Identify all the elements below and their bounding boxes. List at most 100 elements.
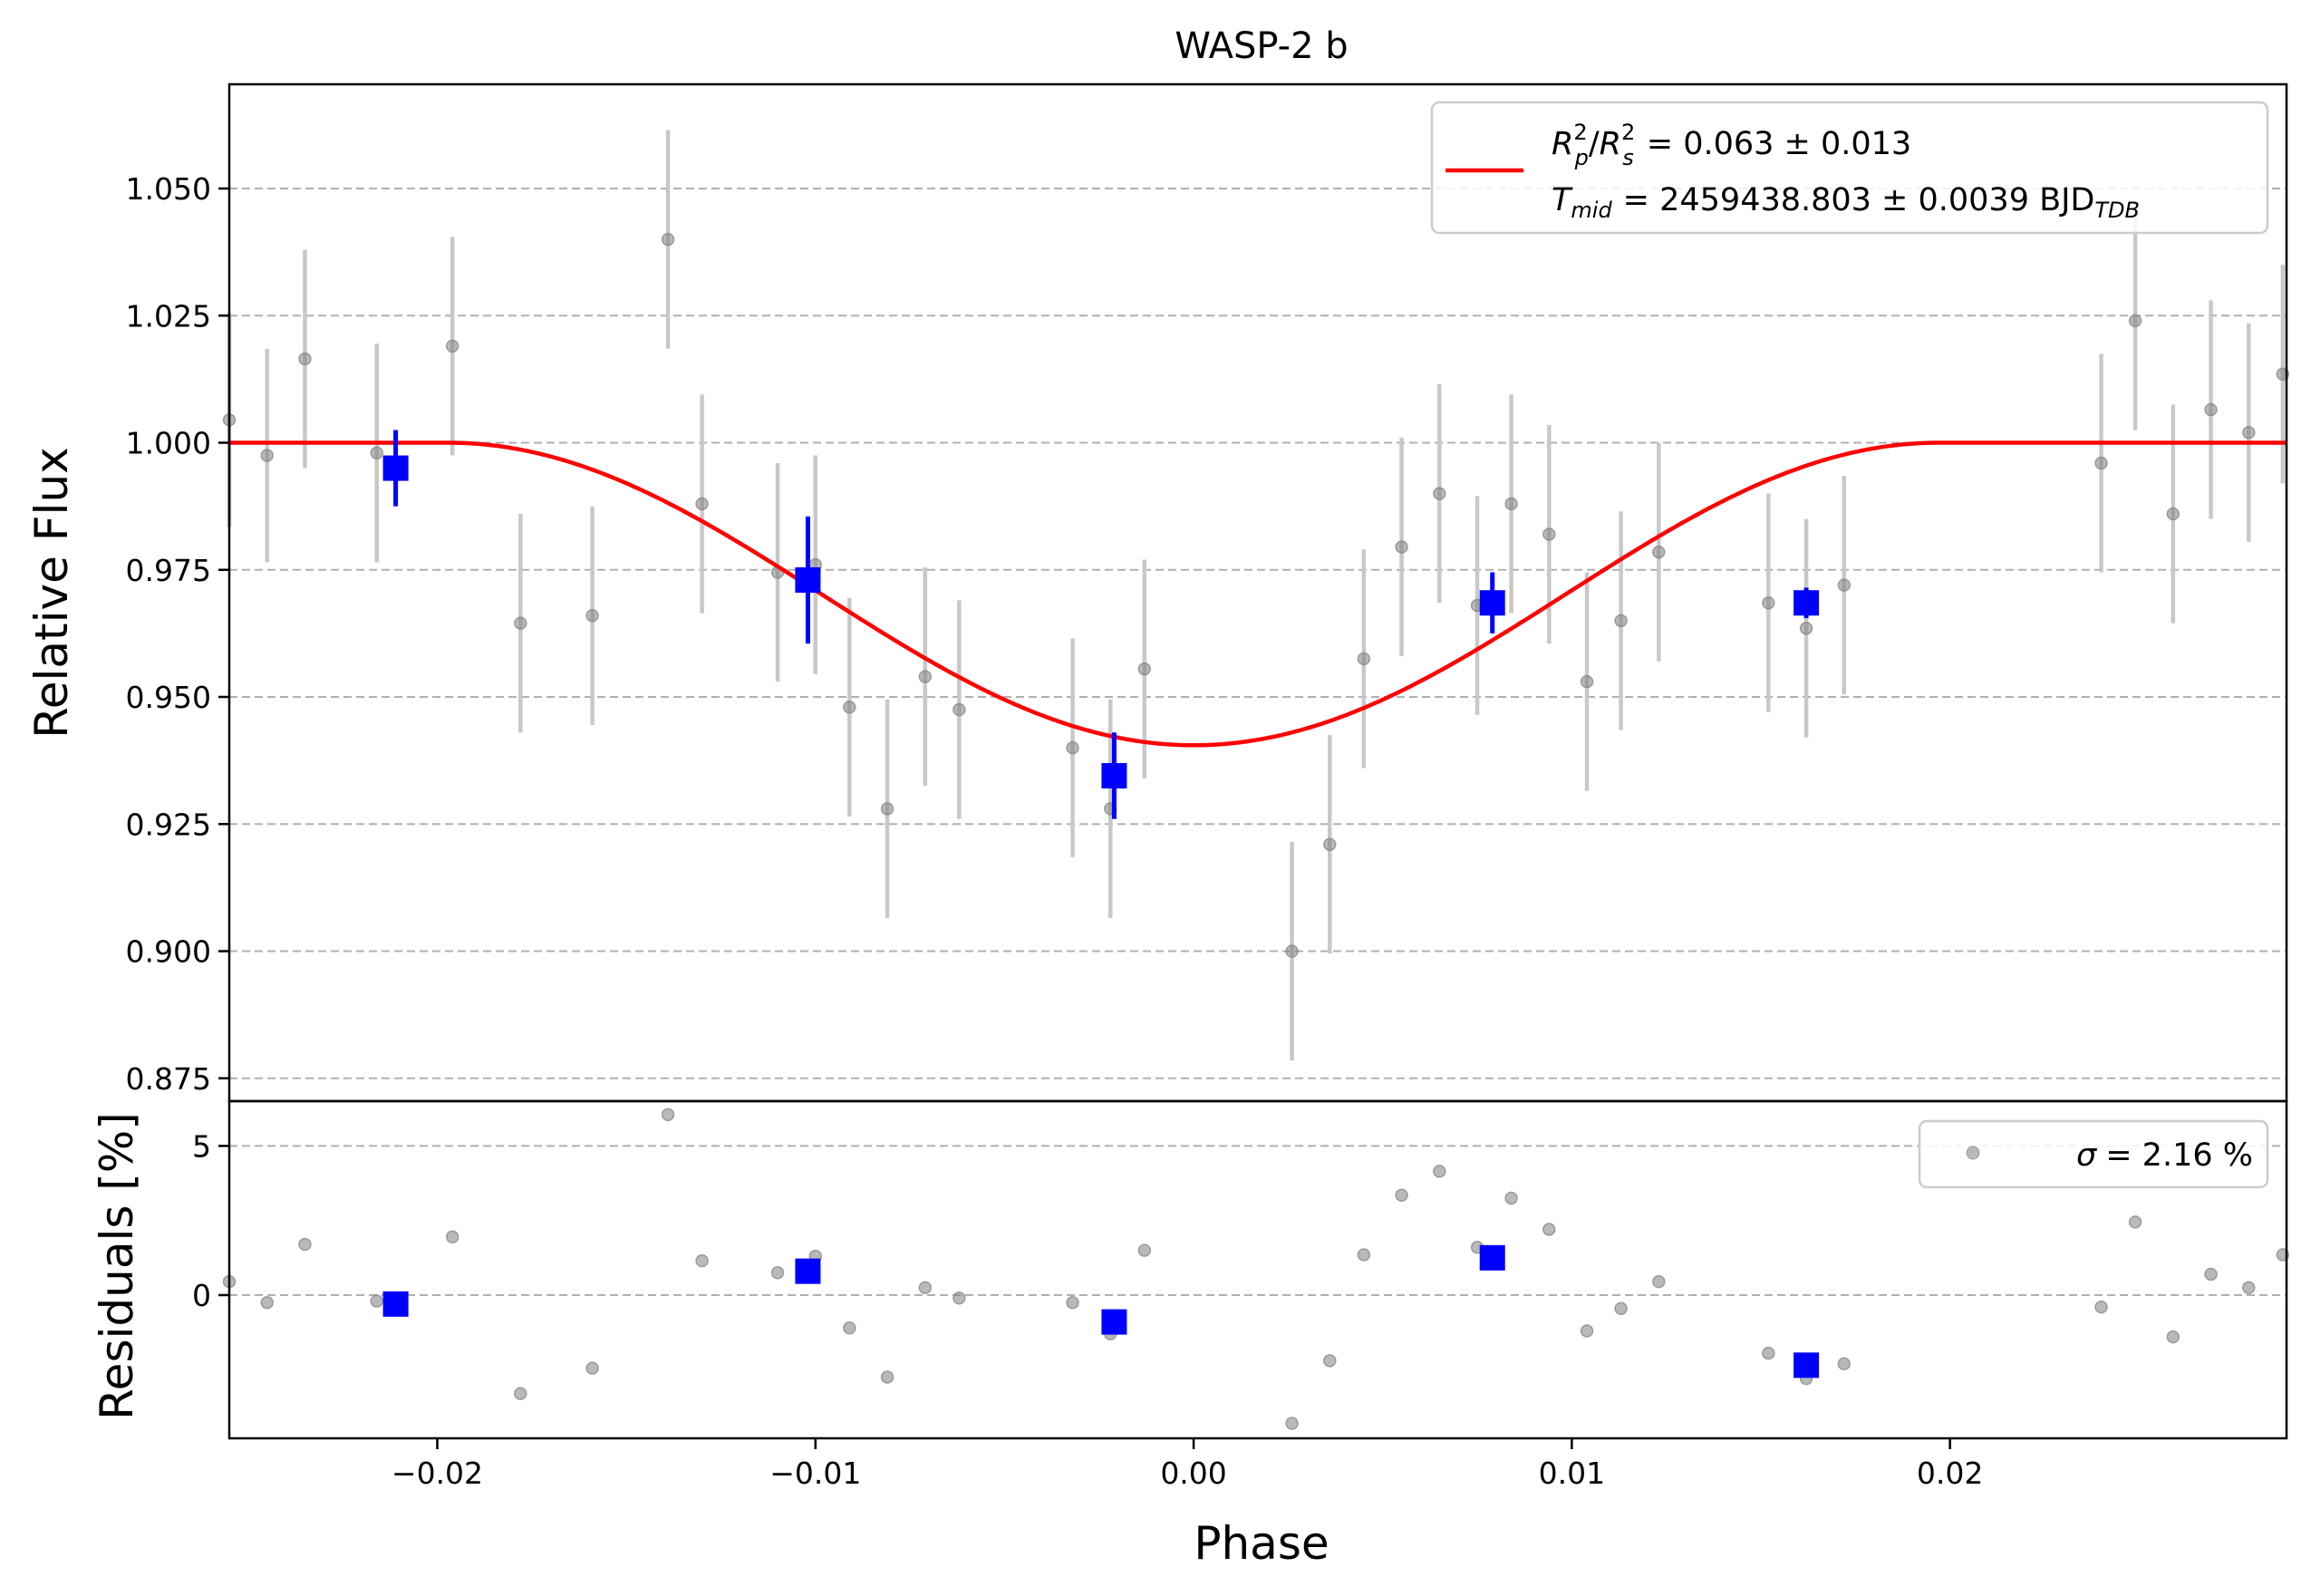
residual-point [1504,1191,1518,1205]
raw-data-point [1542,527,1556,541]
x-axis-ticks: −0.02 −0.01 0.00 0.01 0.02 [392,1438,1983,1491]
legend-tmid-entry: Tmid = 2459438.803 ± 0.0039 BJDTDB [1552,182,2140,223]
top-y-tick-label: 0.950 [126,680,211,715]
top-legend: R2 p/R2 s = 0.063 ± 0.013 Tmid = 2459438.803… [1430,101,2269,235]
raw-data-point [1357,652,1371,666]
binned-data-point [1479,590,1505,616]
top-y-tick-label: 0.900 [126,934,211,970]
raw-data-point [2128,314,2142,328]
transit-model-curve [229,440,2287,748]
top-binned-points [382,430,1820,819]
raw-data-point [514,616,527,630]
raw-data-point [260,449,274,462]
binned-residual-point [1479,1244,1505,1271]
bottom-legend-box [1918,1119,2269,1189]
raw-data-point [2166,507,2180,521]
chart-title: WASP-2 b [1175,25,1348,67]
top-y-axis-ticks: 0.875 0.900 0.925 0.950 0.975 1.000 1.025 1.050 [126,171,229,1097]
residual-point [918,1281,933,1295]
raw-data-point [1762,595,1775,610]
residual-point [1395,1188,1408,1202]
residual-point [952,1291,966,1305]
top-y-tick-label: 1.025 [126,298,211,334]
residual-raw-points [222,1108,2290,1430]
residual-point [1837,1357,1852,1370]
binned-residual-point [1101,1309,1127,1335]
raw-data-point [918,670,933,683]
raw-data-point [1323,837,1337,851]
residual-point [661,1108,675,1122]
raw-data-point [1614,614,1628,628]
raw-data-point [2204,402,2218,417]
binned-data-point [795,566,821,593]
binned-residual-point [1794,1352,1820,1378]
x-tick-label: −0.01 [769,1456,861,1491]
top-y-axis-label: Relative Flux [25,447,78,738]
raw-data-point [1504,497,1518,511]
raw-data-point [1580,674,1594,689]
raw-data-point [1837,578,1852,592]
residual-point [770,1266,785,1280]
residual-point [2204,1267,2218,1282]
residual-point [298,1237,312,1252]
x-axis-label: Phase [1194,1517,1329,1570]
residual-point [1433,1165,1446,1178]
raw-data-point [298,352,312,366]
raw-data-point [1652,545,1666,559]
x-tick-label: 0.01 [1539,1456,1605,1491]
raw-data-point [370,446,383,459]
top-y-tick-label: 0.925 [126,807,211,842]
residual-point [2242,1281,2256,1295]
raw-data-point [1395,540,1408,554]
raw-data-point [1433,487,1446,500]
raw-data-point [2242,426,2256,440]
raw-data-point [952,702,966,717]
x-tick-label: 0.00 [1160,1456,1226,1491]
residual-point [880,1370,894,1384]
residual-point [2166,1330,2180,1344]
bottom-panel-frame [227,1099,2288,1440]
residual-point [1357,1248,1371,1262]
binned-data-point [1101,762,1127,788]
residual-point [695,1253,709,1268]
residual-point [1137,1243,1152,1257]
raw-data-point [585,608,599,623]
top-legend-box [1430,101,2269,235]
residual-point [514,1387,527,1400]
residual-point [1652,1274,1666,1289]
raw-data-point [2094,456,2108,470]
residual-point [445,1230,459,1244]
raw-data-point [843,700,856,714]
raw-data-point [880,802,894,816]
residual-point [2128,1215,2142,1229]
residual-point [1614,1301,1628,1316]
residual-point [585,1361,599,1375]
binned-data-point [382,455,409,481]
bottom-legend: σ = 2.16 % [1918,1119,2269,1189]
residual-point [1323,1354,1337,1368]
residual-point [843,1320,856,1335]
raw-data-point [1285,944,1299,958]
bottom-y-tick-label: 5 [192,1128,211,1164]
bottom-y-axis-ticks: 05 [192,1128,229,1313]
raw-data-point [445,339,459,353]
residual-point [1542,1223,1556,1236]
x-tick-label: 0.02 [1917,1456,1983,1491]
residual-point [2094,1300,2108,1314]
residual-point [260,1295,274,1310]
bottom-y-tick-label: 0 [192,1278,211,1313]
residual-binned-points [382,1244,1820,1378]
raw-data-point [1137,662,1152,676]
residual-point [1285,1417,1299,1430]
raw-data-point [1066,740,1079,755]
x-tick-label: −0.02 [392,1456,483,1491]
binned-data-point [1794,590,1820,616]
top-y-tick-label: 0.875 [126,1061,211,1097]
binned-residual-point [382,1291,409,1317]
legend-rp-rs-entry: R2 p/R2 s = 0.063 ± 0.013 [1552,120,1911,170]
raw-data-point [695,497,709,511]
residual-point [1762,1346,1775,1360]
top-y-tick-label: 1.000 [126,426,211,461]
